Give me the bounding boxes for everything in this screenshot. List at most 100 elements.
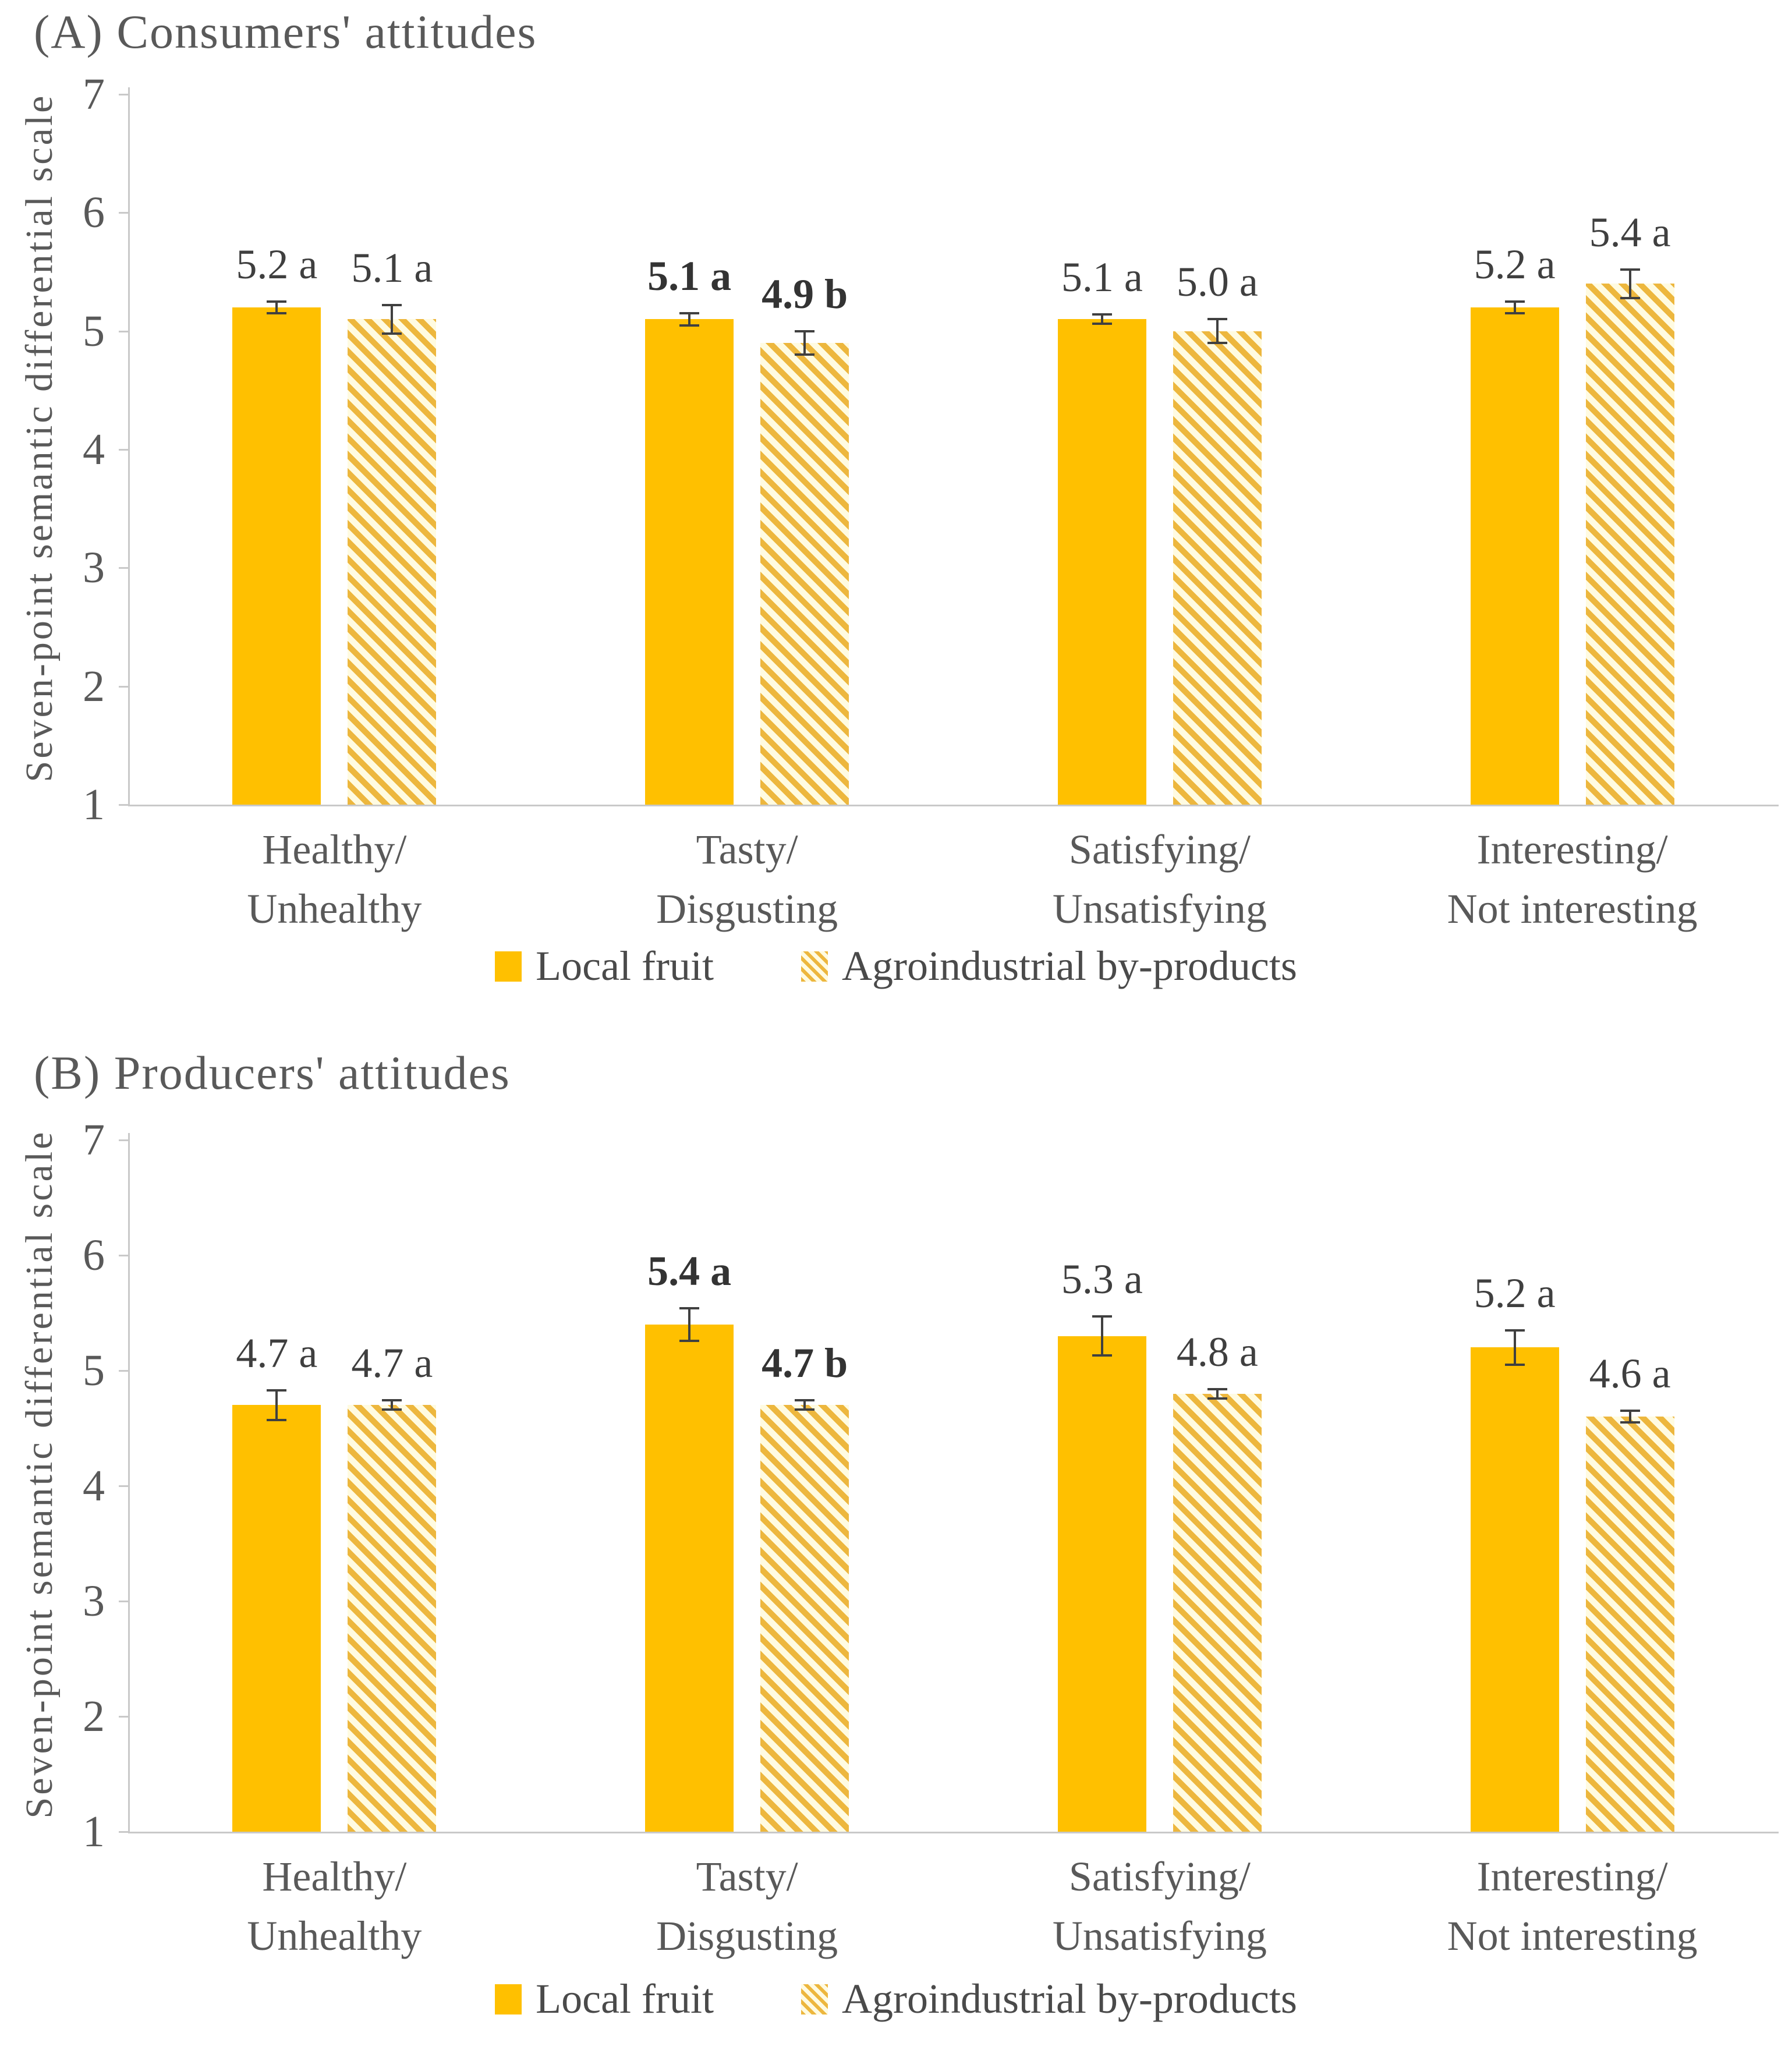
- value-label: 5.3 a: [1061, 1255, 1143, 1302]
- error-bar-cap-bottom: [1504, 1364, 1525, 1366]
- x-axis-line: [128, 1832, 1779, 1833]
- error-bar-cap-bottom: [795, 353, 815, 356]
- x-category-label-line: Tasty/: [696, 1853, 798, 1900]
- panel-a-legend: Local fruit Agroindustrial by-products: [0, 942, 1792, 990]
- bar-local-fruit: [645, 319, 734, 805]
- legend-swatch-hatched-icon: [801, 1984, 828, 2014]
- y-tick-label: 1: [83, 1807, 105, 1856]
- error-bar-cap-top: [1092, 1315, 1112, 1318]
- error-bar-line: [1100, 1316, 1103, 1356]
- y-tick-label: 5: [83, 1346, 105, 1395]
- bar-local-fruit: [1057, 1336, 1146, 1832]
- x-category-label: Interesting/Not interesting: [1363, 820, 1782, 939]
- x-category-label: Healthy/Unhealthy: [125, 820, 544, 939]
- value-label: 4.6 a: [1589, 1350, 1671, 1397]
- error-bar-cap-top: [1620, 1410, 1640, 1412]
- value-label: 4.7 b: [762, 1340, 848, 1387]
- y-tick-label: 1: [83, 780, 105, 829]
- y-tick-mark: [119, 1255, 128, 1256]
- x-category-label: Healthy/Unhealthy: [125, 1847, 544, 1966]
- y-tick-mark: [119, 330, 128, 332]
- error-bar-cap-bottom: [795, 1408, 815, 1411]
- y-tick-mark: [119, 449, 128, 451]
- x-category-label-line: Tasty/: [696, 826, 798, 873]
- y-tick-label: 6: [83, 188, 105, 238]
- y-tick-mark: [119, 804, 128, 806]
- error-bar-line: [688, 313, 691, 325]
- legend-item-label: Local fruit: [536, 943, 714, 989]
- error-bar-cap-bottom: [679, 324, 700, 327]
- value-label: 4.8 a: [1176, 1328, 1258, 1375]
- value-label: 5.4 a: [1589, 208, 1671, 256]
- error-bar-cap-bottom: [1092, 323, 1112, 325]
- x-category-label: Tasty/Disgusting: [537, 1847, 957, 1966]
- error-bar-cap-top: [382, 303, 402, 306]
- x-category-label-line: Unsatisfying: [1052, 1913, 1267, 1959]
- error-bar-line: [803, 331, 806, 355]
- x-category-label: Tasty/Disgusting: [537, 820, 957, 939]
- error-bar-cap-bottom: [267, 312, 287, 315]
- x-category-label: Satisfying/Unsatisfying: [950, 820, 1369, 939]
- bar-agroindustrial-byproducts: [760, 1405, 849, 1832]
- value-label: 4.7 a: [351, 1340, 433, 1387]
- y-tick-mark: [119, 567, 128, 569]
- bar-agroindustrial-byproducts: [348, 319, 437, 805]
- error-bar-line: [1100, 314, 1103, 324]
- legend-swatch-hatched-icon: [801, 951, 828, 982]
- value-label: 4.9 b: [762, 270, 848, 317]
- x-category-label-line: Disgusting: [656, 886, 838, 932]
- error-bar-cap-bottom: [382, 332, 402, 335]
- legend-item: Local fruit: [495, 1975, 714, 2023]
- bar-local-fruit: [645, 1324, 734, 1832]
- x-category-label-line: Unhealthy: [247, 886, 422, 932]
- y-tick-label: 6: [83, 1231, 105, 1280]
- error-bar-line: [1513, 301, 1516, 314]
- legend-item-label: Agroindustrial by-products: [841, 943, 1297, 989]
- x-category-label-line: Interesting/: [1476, 826, 1668, 873]
- y-tick-label: 2: [83, 1692, 105, 1741]
- error-bar-cap-top: [1207, 1387, 1227, 1390]
- panel-a-title: (A) Consumers' attitudes: [34, 5, 537, 58]
- y-tick-label: 7: [83, 1116, 105, 1164]
- bar-local-fruit: [1470, 1347, 1559, 1832]
- bar-agroindustrial-byproducts: [760, 343, 849, 805]
- error-bar-cap-bottom: [1207, 342, 1227, 344]
- error-bar-cap-top: [1504, 300, 1525, 303]
- error-bar-cap-top: [1207, 318, 1227, 321]
- y-tick-label: 5: [83, 306, 105, 356]
- value-label: 4.7 a: [236, 1329, 318, 1376]
- y-tick-label: 4: [83, 1461, 105, 1510]
- error-bar-line: [1628, 1411, 1631, 1423]
- value-label: 5.1 a: [1061, 254, 1143, 301]
- panel-b-title: (B) Producers' attitudes: [34, 1046, 511, 1099]
- error-bar-line: [1513, 1330, 1516, 1365]
- error-bar-cap-bottom: [1620, 1421, 1640, 1424]
- bar-agroindustrial-byproducts: [1585, 1417, 1674, 1832]
- error-bar-cap-top: [679, 312, 700, 315]
- error-bar-line: [1628, 269, 1631, 298]
- error-bar-line: [391, 1400, 394, 1410]
- bar-agroindustrial-byproducts: [1173, 1393, 1262, 1832]
- x-category-label-line: Satisfying/: [1068, 1853, 1251, 1900]
- error-bar-cap-top: [267, 1389, 287, 1392]
- error-bar-line: [1216, 1389, 1219, 1399]
- error-bar-cap-bottom: [1092, 1354, 1112, 1357]
- x-axis-line: [128, 805, 1779, 806]
- error-bar-line: [275, 301, 278, 314]
- error-bar-cap-bottom: [679, 1339, 700, 1342]
- legend-swatch-solid-icon: [495, 951, 522, 982]
- y-tick-mark: [119, 212, 128, 214]
- legend-item: Agroindustrial by-products: [801, 1975, 1297, 2023]
- y-tick-label: 7: [83, 70, 105, 119]
- x-category-label-line: Disgusting: [656, 1913, 838, 1959]
- error-bar-cap-top: [1620, 268, 1640, 271]
- error-bar-line: [688, 1308, 691, 1341]
- y-axis-line: [128, 1133, 130, 1832]
- value-label: 5.2 a: [1474, 1269, 1556, 1316]
- error-bar-line: [1216, 319, 1219, 343]
- error-bar-cap-top: [795, 1399, 815, 1402]
- legend-item-label: Local fruit: [536, 1975, 714, 2022]
- value-label: 5.1 a: [647, 253, 732, 300]
- x-category-label-line: Not interesting: [1447, 1913, 1698, 1959]
- legend-swatch-solid-icon: [495, 1984, 522, 2014]
